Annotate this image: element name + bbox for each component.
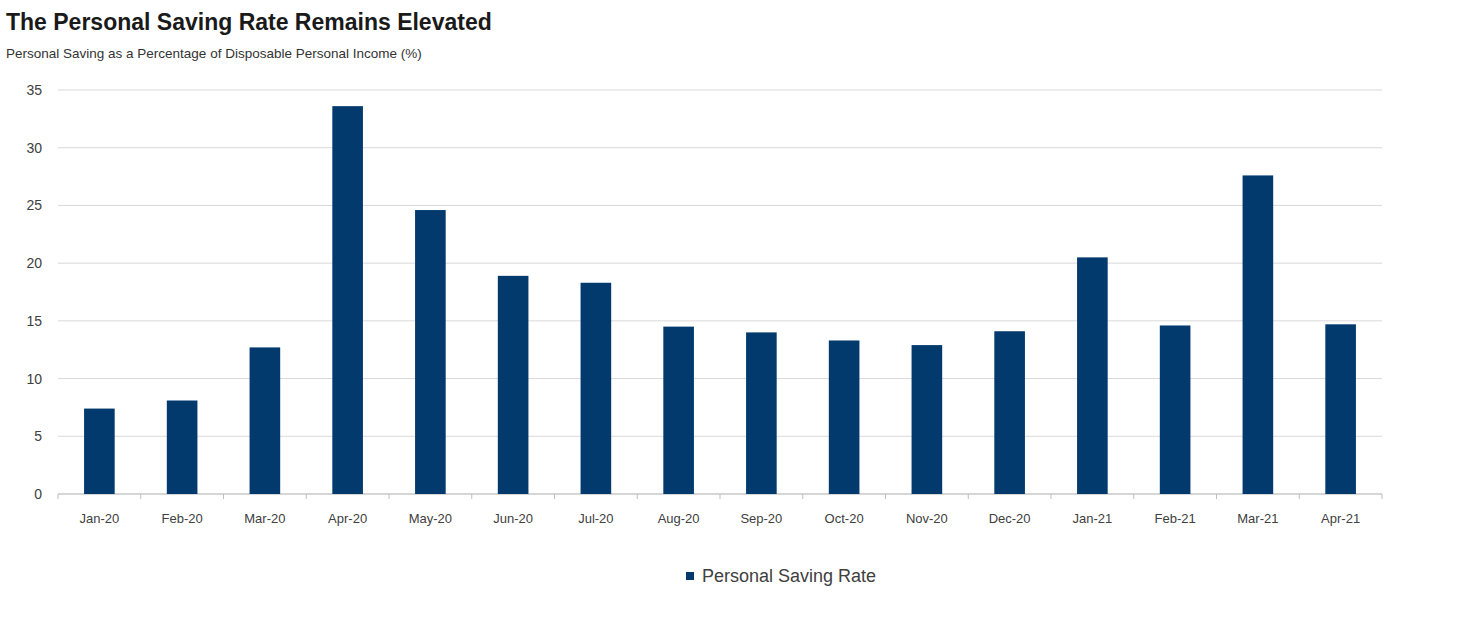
x-tick-label: Jul-20 [578, 511, 613, 526]
grid-line [58, 263, 1382, 264]
bar [415, 210, 446, 494]
x-tick [968, 494, 969, 499]
grid-line [58, 320, 1382, 321]
x-tick-label: Oct-20 [825, 511, 864, 526]
bar [994, 331, 1025, 494]
bars [84, 106, 1356, 494]
title: The Personal Saving Rate Remains Elevate… [6, 9, 492, 35]
y-tick-label: 35 [26, 82, 42, 98]
bar [581, 283, 612, 494]
bar [746, 332, 777, 494]
x-tick-label: Dec-20 [989, 511, 1031, 526]
x-tick [1051, 494, 1052, 499]
x-tick [223, 494, 224, 499]
x-tick [1382, 494, 1383, 499]
x-tick-label: Nov-20 [906, 511, 948, 526]
bar [167, 401, 198, 494]
x-tick-label: Jun-20 [493, 511, 533, 526]
bar [663, 327, 694, 494]
x-tick [389, 494, 390, 499]
y-tick-label: 15 [26, 313, 42, 329]
x-tick [802, 494, 803, 499]
subtitle: Personal Saving as a Percentage of Dispo… [6, 46, 422, 61]
y-tick-label: 0 [34, 486, 42, 502]
x-tick-label: Mar-21 [1237, 511, 1278, 526]
x-tick-label: May-20 [409, 511, 452, 526]
y-tick-label: 25 [26, 197, 42, 213]
grid-line [58, 147, 1382, 148]
y-tick-label: 20 [26, 255, 42, 271]
x-tick-label: Sep-20 [740, 511, 782, 526]
legend-swatch [686, 572, 694, 580]
bar [1160, 325, 1191, 494]
x-tick-label: Apr-20 [328, 511, 367, 526]
x-tick-label: Jan-21 [1073, 511, 1113, 526]
bar [1077, 257, 1108, 494]
x-tick [554, 494, 555, 499]
bar [498, 276, 529, 494]
y-tick-label: 10 [26, 371, 42, 387]
legend: Personal Saving Rate [686, 566, 876, 586]
y-tick-label: 30 [26, 140, 42, 156]
x-tick [140, 494, 141, 499]
bar [829, 340, 860, 494]
x-tick-label: Mar-20 [244, 511, 285, 526]
x-tick [1216, 494, 1217, 499]
grid-line [58, 205, 1382, 206]
x-tick-label: Jan-20 [80, 511, 120, 526]
x-tick [471, 494, 472, 499]
x-tick [637, 494, 638, 499]
x-tick-label: Feb-21 [1155, 511, 1196, 526]
x-tick-label: Apr-21 [1321, 511, 1360, 526]
chart: The Personal Saving Rate Remains Elevate… [0, 0, 1460, 623]
bar [84, 409, 115, 494]
bar [912, 345, 943, 494]
y-tick-label: 5 [34, 428, 42, 444]
x-tick [58, 494, 59, 499]
x-tick-label: Feb-20 [162, 511, 203, 526]
x-tick [720, 494, 721, 499]
bar [1325, 324, 1356, 494]
x-tick-label: Aug-20 [658, 511, 700, 526]
x-tick [1133, 494, 1134, 499]
legend-label: Personal Saving Rate [702, 566, 876, 586]
x-tick [885, 494, 886, 499]
x-tick [306, 494, 307, 499]
bar [332, 106, 363, 494]
grid-line [58, 90, 1382, 91]
bar [1243, 175, 1274, 494]
bar [250, 347, 281, 494]
x-tick [1299, 494, 1300, 499]
